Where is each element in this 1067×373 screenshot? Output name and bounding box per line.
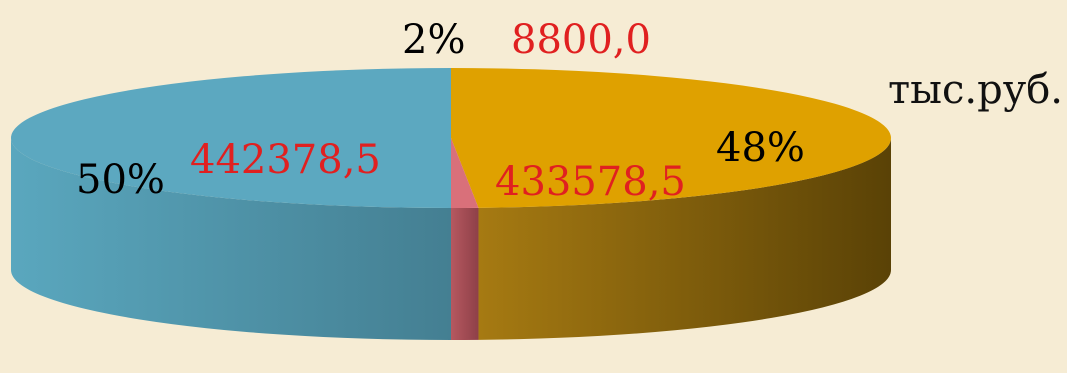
slice-percent-label-3: 50% <box>76 157 165 203</box>
pie-side-2 <box>451 207 479 340</box>
pie-tops <box>11 68 891 208</box>
pie-slice-2 <box>451 138 479 208</box>
pie-side-3 <box>11 138 451 340</box>
slice-value-label-1: 433578,5 <box>495 159 686 205</box>
slice-percent-label-2: 2% <box>402 17 466 63</box>
slice-value-label-2: 8800,0 <box>511 17 651 63</box>
slice-percent-label-1: 48% <box>716 125 805 171</box>
unit-label: тыс.руб. <box>888 67 1064 113</box>
pie-slice-3 <box>11 68 451 208</box>
pie-side-1 <box>478 138 891 340</box>
slice-value-label-3: 442378,5 <box>190 137 381 183</box>
pie-sides <box>11 138 891 340</box>
pie-slice-1 <box>451 68 891 208</box>
